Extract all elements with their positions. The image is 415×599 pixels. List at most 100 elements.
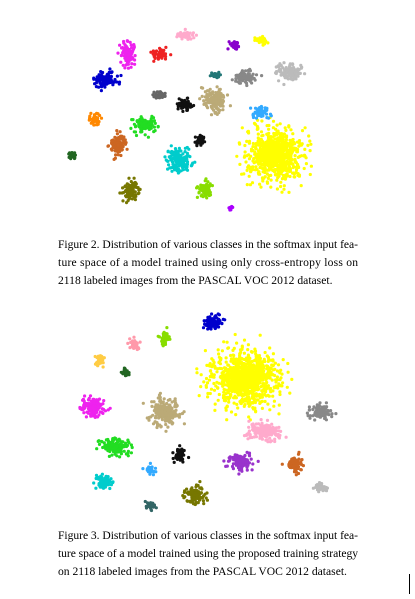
embedding-point — [215, 85, 219, 89]
embedding-point — [287, 190, 291, 194]
embedding-point — [245, 83, 249, 88]
embedding-point — [240, 356, 244, 361]
embedding-point — [134, 133, 139, 138]
embedding-point — [73, 151, 77, 155]
embedding-point — [296, 155, 300, 159]
embedding-point — [265, 180, 269, 184]
embedding-point — [259, 385, 263, 389]
embedding-point — [199, 138, 204, 142]
embedding-point — [290, 150, 294, 154]
embedding-point — [266, 176, 270, 180]
embedding-point — [215, 76, 219, 80]
embedding-point — [226, 363, 230, 367]
embedding-point — [153, 129, 157, 133]
embedding-point — [132, 335, 136, 339]
embedding-point — [186, 99, 190, 104]
embedding-point — [303, 126, 307, 130]
embedding-point — [168, 166, 173, 170]
embedding-point — [133, 341, 137, 346]
embedding-point — [291, 69, 295, 73]
embedding-point — [208, 87, 212, 91]
embedding-point — [97, 359, 102, 363]
embedding-point — [256, 132, 260, 136]
embedding-point — [238, 400, 242, 404]
embedding-point — [224, 408, 228, 412]
embedding-point — [202, 188, 206, 192]
embedding-point — [269, 185, 273, 189]
embedding-point — [255, 38, 259, 42]
embedding-point — [156, 125, 160, 129]
embedding-point — [267, 123, 271, 128]
embedding-point — [226, 346, 230, 350]
embedding-point — [260, 176, 265, 180]
embedding-point — [248, 359, 252, 364]
embedding-point — [212, 103, 216, 107]
embedding-point — [258, 378, 262, 382]
embedding-point — [263, 39, 268, 43]
embedding-point — [169, 144, 173, 148]
embedding-point — [228, 206, 232, 210]
embedding-point — [125, 192, 129, 196]
embedding-point — [176, 107, 180, 111]
embedding-point — [267, 131, 271, 135]
embedding-point — [181, 152, 185, 156]
embedding-point — [238, 360, 242, 364]
embedding-point — [287, 156, 291, 161]
embedding-point — [262, 387, 266, 391]
embedding-point — [221, 99, 225, 103]
embedding-point — [282, 82, 286, 87]
embedding-point — [210, 312, 214, 316]
embedding-point — [198, 97, 202, 101]
embedding-point — [130, 197, 134, 201]
embedding-point — [279, 162, 283, 166]
embedding-point — [247, 404, 251, 408]
embedding-point — [237, 386, 241, 390]
embedding-point — [266, 402, 270, 406]
embedding-point — [215, 380, 219, 384]
embedding-point — [221, 317, 225, 321]
embedding-point — [241, 388, 245, 392]
embedding-point — [120, 136, 124, 140]
embedding-point — [202, 319, 206, 323]
embedding-point — [233, 47, 237, 51]
embedding-point — [195, 371, 199, 375]
embedding-point — [199, 373, 203, 377]
embedding-point — [245, 183, 249, 187]
embedding-point — [260, 153, 264, 157]
embedding-point — [265, 354, 269, 358]
embedding-point — [215, 370, 219, 374]
embedding-point — [163, 155, 167, 159]
embedding-point — [242, 155, 246, 159]
embedding-point — [264, 159, 268, 163]
embedding-point — [143, 127, 147, 131]
embedding-point — [276, 131, 280, 135]
embedding-point — [271, 352, 275, 356]
embedding-point — [291, 132, 295, 136]
embedding-point — [249, 169, 253, 173]
embedding-point — [264, 112, 269, 116]
embedding-point — [165, 326, 169, 330]
embedding-point — [291, 162, 295, 166]
figure-3-scatter — [78, 312, 338, 513]
embedding-point — [93, 82, 97, 86]
embedding-point — [288, 174, 292, 179]
embedding-point — [271, 373, 275, 377]
embedding-point — [260, 134, 264, 138]
embedding-point — [247, 363, 252, 367]
embedding-point — [126, 341, 130, 345]
embedding-point — [302, 154, 306, 158]
embedding-point — [173, 154, 177, 158]
embedding-point — [123, 138, 127, 142]
embedding-point — [207, 101, 211, 105]
embedding-point — [206, 106, 210, 110]
embedding-point — [276, 140, 281, 144]
embedding-point — [121, 63, 125, 67]
embedding-point — [133, 130, 138, 134]
embedding-point — [260, 363, 265, 367]
embedding-point — [251, 148, 255, 153]
embedding-point — [249, 350, 254, 354]
embedding-point — [116, 138, 120, 142]
embedding-point — [248, 79, 252, 83]
embedding-point — [216, 398, 220, 402]
